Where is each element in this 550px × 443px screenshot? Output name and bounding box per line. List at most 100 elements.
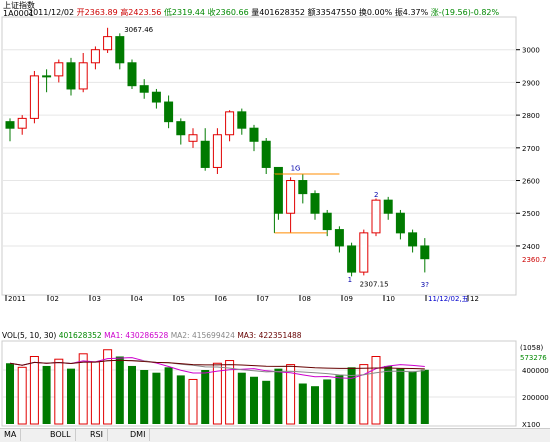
- candle-body: [127, 62, 137, 87]
- candle-body: [395, 212, 405, 234]
- volume-bar: [115, 356, 124, 424]
- volume-bar: [262, 380, 271, 424]
- volume-bar: [152, 372, 161, 424]
- month-label: 03: [92, 295, 101, 303]
- price-panel: [1, 16, 517, 296]
- index-name: 上证指数: [3, 0, 35, 10]
- volume-bar: [311, 386, 319, 424]
- volume-bar: [6, 363, 14, 424]
- info-low: 低2319.44: [163, 8, 206, 17]
- volume-bar: [188, 378, 198, 425]
- candle-body: [334, 229, 344, 247]
- candle-body: [164, 101, 174, 123]
- month-label: 04: [134, 295, 143, 303]
- candle-body: [42, 75, 52, 78]
- candle-body: [66, 62, 76, 90]
- tab-dmi[interactable]: DMI: [126, 429, 151, 441]
- candle-body: [420, 245, 430, 260]
- volume-bar: [420, 369, 429, 424]
- candle-body: [103, 36, 113, 51]
- tab-rsi[interactable]: RSI: [86, 429, 108, 441]
- volume-bar: [103, 349, 113, 425]
- marker-1: 1: [348, 276, 352, 284]
- candle-body: [237, 111, 247, 129]
- candle-body: [347, 245, 357, 273]
- price-tick-label: 2400: [522, 243, 540, 251]
- marker-3: 3?: [421, 281, 429, 289]
- price-tick-label: 2900: [522, 79, 540, 87]
- candle-body: [286, 180, 296, 214]
- volume-bar: [67, 368, 75, 424]
- price-tick-label: 2700: [522, 145, 540, 153]
- volume-bar: [212, 362, 222, 425]
- volume-bar: [237, 372, 246, 424]
- price-tick-label: 2600: [522, 178, 540, 186]
- volume-bar: [42, 365, 51, 424]
- volume-ma3-line: [9, 359, 425, 370]
- volume-current-label: 573276: [520, 354, 547, 362]
- info-amplitude: 振4.37%: [394, 8, 429, 17]
- info-turnover: 换0.00%: [358, 8, 393, 17]
- volume-bar: [335, 375, 344, 424]
- month-label: 09: [344, 295, 353, 303]
- tab-ma[interactable]: MA: [0, 429, 22, 441]
- candle-body: [5, 121, 15, 129]
- candle-body: [310, 193, 320, 214]
- volume-bar: [298, 383, 307, 424]
- info-date: 2011/12/02: [28, 8, 75, 17]
- candle-body: [151, 91, 161, 103]
- volume-bar: [128, 365, 136, 424]
- volume-bar: [140, 370, 149, 424]
- marker-2: 2: [374, 191, 378, 199]
- price-tick-label: 2800: [522, 112, 540, 120]
- volume-bar: [396, 368, 405, 424]
- vol-ma1: MA1: 430286528: [104, 331, 169, 340]
- month-label: 02: [50, 295, 59, 303]
- candle-body: [200, 140, 210, 168]
- month-label: 11/12/02,五: [428, 295, 469, 303]
- month-label: 05: [176, 295, 185, 303]
- info-amount: 额33547550: [307, 8, 357, 17]
- volume-bar: [347, 367, 356, 424]
- volume-tick-label: 200000: [522, 394, 549, 402]
- month-label: 07: [260, 295, 269, 303]
- ohlc-info-bar: 2011/12/02 开2363.89 高2423.56 低2319.44 收2…: [28, 8, 550, 17]
- volume-bar: [17, 366, 27, 425]
- month-label: 08: [302, 295, 311, 303]
- marker-1g: 1G: [291, 165, 301, 173]
- tab-boll[interactable]: BOLL: [46, 429, 76, 441]
- vol-value: 401628352: [58, 331, 102, 340]
- candle-body: [176, 121, 186, 136]
- volume-bar: [408, 371, 417, 424]
- info-volume: 量401628352: [251, 8, 306, 17]
- current-price-label: 2360.7: [522, 256, 547, 264]
- volume-bar: [274, 368, 283, 424]
- candle-body: [212, 134, 222, 168]
- info-open: 开2363.89: [76, 8, 118, 17]
- volume-bar: [164, 367, 173, 424]
- index-code: 1A0001: [3, 9, 34, 18]
- candle-body: [78, 62, 88, 90]
- month-label: 12: [470, 295, 479, 303]
- candle-body: [359, 232, 369, 273]
- volume-bar: [323, 379, 332, 424]
- info-close: 收2360.66: [207, 8, 249, 17]
- vol-ma3: MA3: 422351488: [237, 331, 302, 340]
- indicator-tab-bar: MA BOLL RSI DMI: [0, 428, 550, 442]
- candle-body: [115, 36, 125, 64]
- volume-bar: [371, 356, 381, 425]
- volume-bar: [201, 370, 210, 424]
- candle-body: [249, 127, 259, 142]
- candle-body: [298, 180, 308, 195]
- candle-body: [371, 199, 381, 234]
- vol-label: VOL(5, 10, 30): [2, 331, 57, 340]
- price-tick-label: 3000: [522, 47, 540, 55]
- volume-bar: [250, 376, 258, 424]
- candle-body: [261, 140, 271, 168]
- high-annotation: 3067.46: [124, 26, 153, 34]
- volume-bar: [225, 360, 235, 425]
- candle-body: [188, 134, 198, 142]
- candle-body: [322, 212, 332, 231]
- volume-panel: [1, 340, 517, 427]
